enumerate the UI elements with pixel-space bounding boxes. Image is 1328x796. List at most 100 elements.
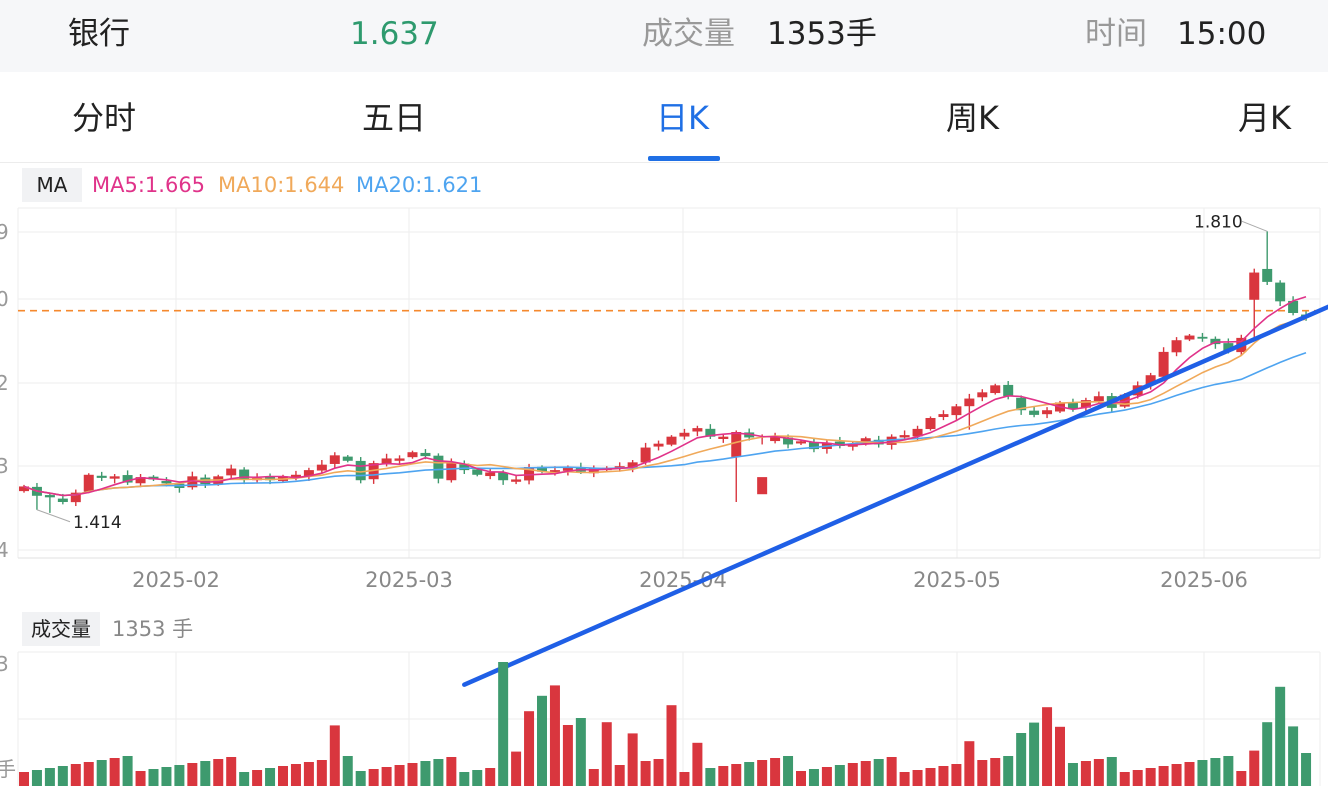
candle-body — [472, 469, 483, 475]
volume-bar — [912, 770, 923, 786]
volume-bar — [433, 759, 444, 786]
candle-body — [977, 392, 988, 398]
candle-body — [485, 472, 496, 477]
volume-bar — [783, 756, 794, 786]
volume-bar — [1016, 733, 1027, 786]
volume-bar — [524, 711, 535, 786]
volume-bar — [1080, 761, 1091, 786]
volume-bar — [303, 762, 314, 786]
tab-monthly-k[interactable]: 月K — [1238, 99, 1291, 137]
candle-body — [1003, 384, 1014, 397]
candle-body — [666, 436, 677, 445]
volume-bar — [731, 764, 742, 786]
ma20-line — [23, 351, 1307, 497]
volume-bar — [1184, 762, 1195, 786]
candle-body — [1249, 272, 1260, 300]
candle-body — [692, 428, 703, 432]
volume-bar — [31, 770, 42, 786]
high-annotation-label: 1.810 — [1194, 212, 1243, 232]
volume-bar — [109, 758, 120, 786]
volume-bar — [407, 763, 418, 786]
volume-bar — [1210, 758, 1221, 786]
volume-bar — [368, 769, 379, 786]
x-tick-label: 2025-06 — [1160, 568, 1248, 592]
volume-bar — [588, 769, 599, 786]
volume-bar — [57, 766, 68, 786]
stock-name: 银行 — [68, 16, 130, 52]
low-annotation-label: 1.414 — [73, 513, 122, 533]
volume-bar — [187, 763, 198, 786]
tab-intraday[interactable]: 分时 — [72, 99, 137, 137]
ma-selector-button[interactable]: MA — [22, 168, 82, 202]
candle-body — [951, 406, 962, 416]
volume-bar — [1145, 768, 1156, 786]
volume-bar — [744, 762, 755, 786]
volume-bar — [1288, 726, 1299, 786]
candle-body — [96, 475, 107, 478]
volume-bar — [472, 770, 483, 786]
y-tick-label: 2 — [0, 371, 9, 395]
candle-body — [303, 470, 314, 477]
volume-bar — [122, 756, 133, 786]
candle-body — [1197, 336, 1208, 339]
candle-body — [860, 438, 871, 445]
candle-body — [886, 436, 897, 445]
time-label: 时间 — [1085, 16, 1147, 52]
ma5-line — [23, 295, 1307, 497]
candle-body — [1145, 375, 1156, 385]
volume-bar — [96, 760, 107, 786]
tab-five-day[interactable]: 五日 — [362, 99, 427, 137]
volume-bar — [977, 760, 988, 786]
low-annotation-leader — [36, 509, 71, 523]
volume-bar — [1055, 726, 1065, 786]
volume-bar — [873, 759, 884, 786]
volume-bar — [355, 771, 366, 786]
candle-body — [342, 456, 353, 461]
volume-bar — [1132, 770, 1143, 786]
candle-body — [718, 436, 729, 439]
high-annotation-leader — [1241, 220, 1268, 232]
period-tabs: 分时 五日 日K 周K 月K — [0, 72, 1328, 163]
candle-body — [135, 477, 146, 484]
volume-bar — [1029, 722, 1040, 786]
volume-selector-button[interactable]: 成交量 — [22, 612, 100, 646]
candle-body — [1016, 397, 1027, 411]
candle-body — [757, 477, 768, 495]
volume-bar — [1249, 750, 1260, 786]
ma10-line — [23, 318, 1307, 497]
volume-bar — [265, 768, 276, 786]
volume-bar — [666, 705, 677, 786]
volume-bar — [821, 767, 832, 786]
candle-body — [239, 469, 250, 480]
volume-bar — [601, 722, 612, 786]
candle-body — [588, 468, 599, 474]
volume-bar — [135, 771, 146, 786]
current-price: 1.637 — [350, 16, 439, 52]
candle-body — [1262, 268, 1273, 282]
volume-bar — [394, 765, 405, 786]
volume-bar — [834, 765, 845, 786]
ma20-value: MA20:1.621 — [356, 173, 483, 197]
volume-bar — [575, 718, 586, 786]
candle-body — [226, 468, 237, 476]
volume-bar — [653, 759, 664, 786]
volume-bar — [174, 765, 185, 786]
candle-body — [122, 475, 133, 483]
volume-bar — [148, 769, 159, 786]
tab-weekly-k[interactable]: 周K — [946, 99, 999, 137]
volume-bar — [329, 725, 340, 786]
candle-body — [1042, 410, 1053, 415]
volume-bar — [1301, 753, 1312, 786]
candle-body — [316, 464, 327, 471]
time-value: 15:00 — [1177, 16, 1267, 52]
ma5-value: MA5:1.665 — [92, 173, 206, 197]
trend-line — [462, 304, 1328, 687]
volume-label: 成交量 — [642, 16, 735, 52]
candle-body — [549, 470, 560, 473]
candle-body — [537, 466, 547, 472]
tab-daily-k[interactable]: 日K — [656, 99, 709, 137]
volume-bar — [1223, 756, 1234, 786]
volume-y-tick-label: 手 — [0, 757, 16, 781]
volume-bar — [562, 725, 573, 786]
